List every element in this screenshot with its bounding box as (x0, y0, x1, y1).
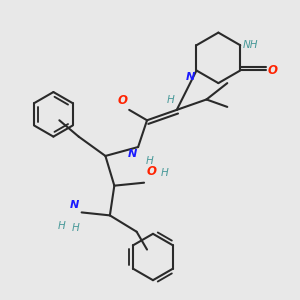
Text: NH: NH (243, 40, 258, 50)
Text: H: H (167, 94, 174, 104)
Text: N: N (186, 72, 195, 82)
Text: H: H (146, 156, 153, 166)
Text: H: H (160, 168, 168, 178)
Text: N: N (128, 148, 136, 158)
Text: H: H (58, 221, 65, 231)
Text: O: O (268, 64, 278, 77)
Text: H: H (71, 223, 79, 233)
Text: O: O (146, 165, 156, 178)
Text: O: O (118, 94, 128, 107)
Text: N: N (70, 200, 79, 210)
